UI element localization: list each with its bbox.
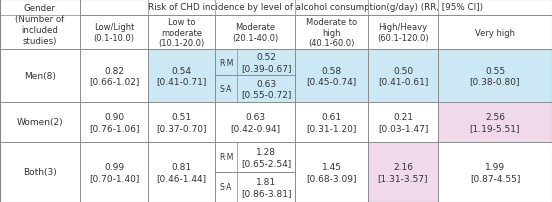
Bar [0,102,80,142]
Text: Gender
(Number of
included
studies): Gender (Number of included studies) [15,4,65,45]
Bar [215,50,295,76]
Bar [295,102,368,142]
Text: 2.16
[1.31-3.57]: 2.16 [1.31-3.57] [378,162,428,182]
Text: 0.99
[0.70-1.40]: 0.99 [0.70-1.40] [89,162,139,182]
Text: 0.63
[0.42-0.94]: 0.63 [0.42-0.94] [230,113,280,132]
Bar [80,0,552,16]
Bar [80,102,148,142]
Text: 0.63
[0.55-0.72]: 0.63 [0.55-0.72] [241,79,291,99]
Bar [438,142,552,202]
Text: 0.61
[0.31-1.20]: 0.61 [0.31-1.20] [306,113,357,132]
Bar [368,142,438,202]
Bar [438,102,552,142]
Bar [295,16,368,50]
Text: 0.52
[0.39-0.67]: 0.52 [0.39-0.67] [241,53,291,73]
Bar [368,102,438,142]
Bar [148,102,215,142]
Text: 0.58
[0.45-0.74]: 0.58 [0.45-0.74] [306,66,357,86]
Text: 2.56
[1.19-5.51]: 2.56 [1.19-5.51] [470,113,520,132]
Text: 0.51
[0.37-0.70]: 0.51 [0.37-0.70] [156,113,207,132]
Bar [215,102,295,142]
Text: S·A: S·A [220,183,232,191]
Bar [80,142,148,202]
Text: Men(8): Men(8) [24,72,56,81]
Text: 0.82
[0.66-1.02]: 0.82 [0.66-1.02] [89,66,139,86]
Text: High/Heavy
(60.1-120.0): High/Heavy (60.1-120.0) [377,23,429,43]
Text: 0.50
[0.41-0.61]: 0.50 [0.41-0.61] [378,66,428,86]
Bar [215,142,295,172]
Bar [438,50,552,102]
Text: Risk of CHD incidence by level of alcohol consumption(g/day) (RR, [95% CI]): Risk of CHD incidence by level of alcoho… [148,3,484,13]
Bar [215,172,295,202]
Bar [0,142,80,202]
Text: 1.28
[0.65-2.54]: 1.28 [0.65-2.54] [241,147,291,167]
Text: 0.81
[0.46-1.44]: 0.81 [0.46-1.44] [156,162,206,182]
Bar [295,50,368,102]
Text: Both(3): Both(3) [23,168,57,177]
Bar [148,16,215,50]
Text: R·M: R·M [219,58,233,67]
Text: 0.55
[0.38-0.80]: 0.55 [0.38-0.80] [470,66,520,86]
Text: Low/Light
(0.1-10.0): Low/Light (0.1-10.0) [93,23,135,43]
Text: 0.21
[0.03-1.47]: 0.21 [0.03-1.47] [378,113,428,132]
Bar [215,76,295,102]
Text: 1.45
[0.68-3.09]: 1.45 [0.68-3.09] [306,162,357,182]
Bar [295,142,368,202]
Text: Moderate to
high
(40.1-60.0): Moderate to high (40.1-60.0) [306,18,357,48]
Bar [0,50,80,102]
Bar [368,16,438,50]
Bar [80,16,148,50]
Text: 0.90
[0.76-1.06]: 0.90 [0.76-1.06] [89,113,139,132]
Bar [438,16,552,50]
Text: R·M: R·M [219,153,233,162]
Bar [148,50,215,102]
Text: Women(2): Women(2) [17,118,63,127]
Bar [368,50,438,102]
Text: Moderate
(20.1-40.0): Moderate (20.1-40.0) [232,23,278,43]
Text: 1.99
[0.87-4.55]: 1.99 [0.87-4.55] [470,162,520,182]
Bar [215,16,295,50]
Bar [0,0,80,50]
Text: Low to
moderate
(10.1-20.0): Low to moderate (10.1-20.0) [158,18,205,48]
Text: 0.54
[0.41-0.71]: 0.54 [0.41-0.71] [156,66,206,86]
Bar [80,50,148,102]
Text: 1.81
[0.86-3.81]: 1.81 [0.86-3.81] [241,177,291,197]
Bar [148,142,215,202]
Text: Very high: Very high [475,28,515,37]
Text: S·A: S·A [220,85,232,94]
